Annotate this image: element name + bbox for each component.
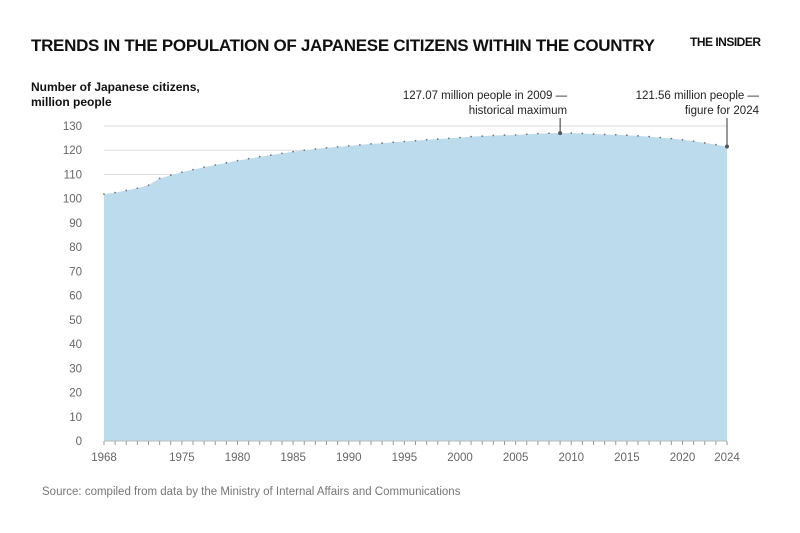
data-point [147,184,150,187]
y-tick-label: 60 [69,291,82,303]
y-tick-label: 40 [69,339,82,351]
data-point [492,134,495,137]
y-axis-label-line: million people [31,95,112,109]
x-tick-label: 2010 [558,452,584,464]
data-point [381,142,384,145]
brand-logo: THE INSIDER [690,35,761,49]
y-tick-label: 110 [64,169,82,181]
data-point [459,136,461,139]
y-tick-label: 70 [69,266,82,278]
data-point [447,137,450,140]
data-point [180,171,183,174]
data-point [169,174,172,177]
data-point [103,193,105,195]
data-point [714,143,717,146]
data-point [670,137,673,140]
data-point [425,138,428,141]
y-axis-label-line: Number of Japanese citizens, [31,80,200,94]
data-point [625,134,628,137]
x-tick-label: 1968 [91,452,117,464]
x-tick-label: 2020 [670,452,696,464]
x-tick-label: 2024 [714,452,740,464]
data-point [525,133,528,136]
chart-title: TRENDS IN THE POPULATION OF JAPANESE CIT… [31,36,655,55]
data-point [514,134,517,136]
data-point [470,135,473,138]
data-point [214,164,217,166]
data-point [203,166,206,169]
data-point [314,148,317,150]
x-tick-label: 1995 [392,452,418,464]
y-tick-label: 10 [69,412,82,424]
source-note: Source: compiled from data by the Minist… [42,486,461,498]
data-point [581,132,584,135]
data-point [637,135,639,137]
data-point [481,135,484,138]
data-point [225,161,228,164]
y-tick-label: 20 [69,388,82,400]
annotation-text: 121.56 million people — [636,90,760,102]
data-point [358,144,361,146]
x-tick-label: 1980 [225,452,251,464]
x-tick-label: 1990 [336,452,362,464]
x-tick-label: 2015 [614,452,640,464]
data-point [370,143,372,145]
data-point [236,159,239,162]
y-tick-label: 90 [69,218,82,230]
data-point [258,155,261,158]
data-point [192,168,194,171]
data-point [136,187,139,190]
data-point [325,146,328,149]
annotation-text: figure for 2024 [685,105,760,117]
data-point [503,134,506,137]
data-point [603,133,606,136]
data-point [648,135,651,138]
data-point [292,150,295,153]
annotation-text: 127.07 million people in 2009 — [403,90,568,102]
data-point [336,145,339,148]
y-axis-label: Number of Japanese citizens, million peo… [31,80,231,110]
data-point [114,191,117,194]
y-tick-label: 100 [63,194,82,206]
y-tick-label: 30 [69,363,82,375]
data-point [347,144,350,147]
x-tick-label: 1985 [280,452,306,464]
x-tick-label: 2000 [447,452,473,464]
data-point [659,136,662,139]
data-point [158,177,161,180]
data-point [436,138,439,140]
area-fill [104,133,727,441]
y-tick-label: 120 [63,145,82,157]
data-point [548,132,550,135]
data-point [592,133,595,135]
data-point [281,152,283,155]
y-tick-label: 0 [76,436,82,448]
annotation-text: historical maximum [469,105,567,117]
x-tick-label: 2005 [503,452,529,464]
annotation-marker [558,131,563,136]
data-point [703,142,706,144]
annotation-marker [725,144,729,149]
data-point [392,141,395,144]
data-point [125,189,128,192]
y-tick-label: 130 [63,121,82,133]
data-point [681,138,684,141]
y-tick-label: 80 [69,242,82,254]
data-point [269,154,272,156]
data-point [303,149,306,152]
x-tick-label: 1975 [169,452,195,464]
data-point [614,133,617,136]
data-point [570,132,573,135]
data-point [247,157,250,160]
y-tick-label: 50 [69,315,82,327]
data-point [403,140,406,143]
data-point [414,139,417,142]
data-point [536,132,539,135]
data-point [692,140,695,143]
